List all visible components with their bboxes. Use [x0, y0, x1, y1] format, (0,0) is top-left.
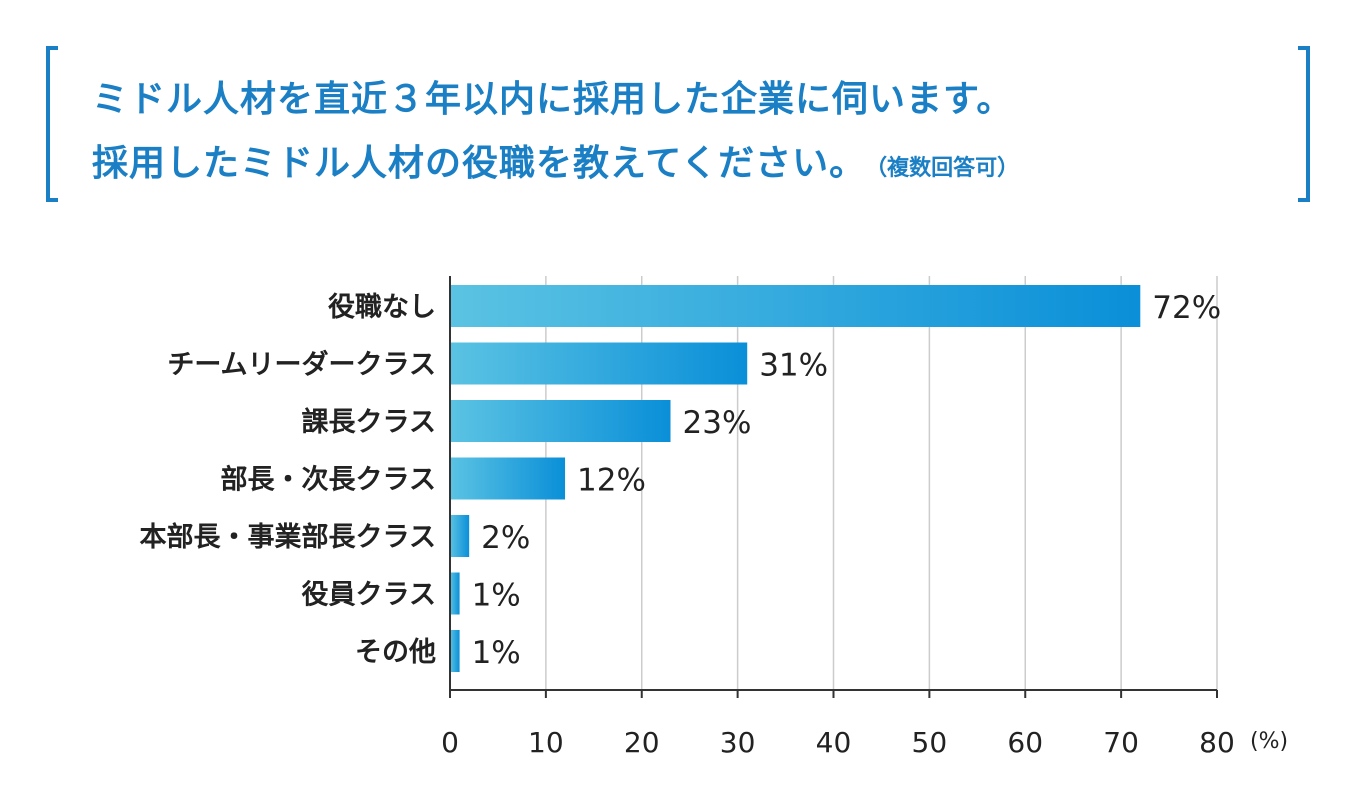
bar	[450, 630, 460, 672]
left-bracket	[46, 46, 58, 202]
category-label: 課長クラス	[302, 406, 436, 438]
bar	[450, 457, 566, 500]
title-line-1: ミドル人材を直近３年以内に採用した企業に伺います。	[92, 79, 1014, 120]
bar	[450, 400, 671, 442]
x-tick-label: 60	[1007, 726, 1043, 759]
title-note: （複数回答可）	[876, 156, 1020, 181]
category-label: 部長・次長クラス	[221, 464, 436, 496]
category-label: チームリーダークラス	[167, 349, 436, 381]
x-tick-label: 80	[1199, 726, 1235, 759]
data-label: 12%	[577, 463, 646, 499]
data-label: 2%	[481, 520, 530, 556]
category-label: 本部長・事業部長クラス	[140, 521, 436, 553]
title-box: ミドル人材を直近３年以内に採用した企業に伺います。 採用したミドル人材の役職を教…	[46, 46, 1310, 206]
title-line-2-text: 採用したミドル人材の役職を教えてください。	[92, 143, 867, 184]
data-label: 1%	[472, 578, 521, 614]
data-label: 1%	[472, 635, 521, 671]
x-axis-unit: (%)	[1250, 729, 1288, 754]
x-tick-label: 50	[912, 726, 948, 759]
x-tick-label: 40	[816, 726, 852, 759]
category-label: その他	[355, 637, 436, 668]
bar	[450, 515, 470, 557]
bar	[450, 285, 1141, 327]
x-tick-label: 0	[441, 726, 459, 759]
x-tick-label: 70	[1103, 726, 1139, 759]
data-label: 23%	[683, 405, 752, 441]
data-label: 31%	[759, 348, 828, 384]
category-label: 役員クラス	[302, 580, 436, 611]
x-tick-label: 10	[528, 726, 564, 759]
title-line-2: 採用したミドル人材の役職を教えてください。 （複数回答可）	[92, 134, 1019, 186]
bar	[450, 572, 460, 615]
right-bracket	[1298, 46, 1310, 202]
category-label: 役職なし	[328, 292, 436, 323]
bar	[450, 342, 748, 385]
x-tick-label: 20	[624, 726, 660, 759]
data-label: 72%	[1152, 290, 1221, 326]
x-tick-label: 30	[720, 726, 756, 759]
